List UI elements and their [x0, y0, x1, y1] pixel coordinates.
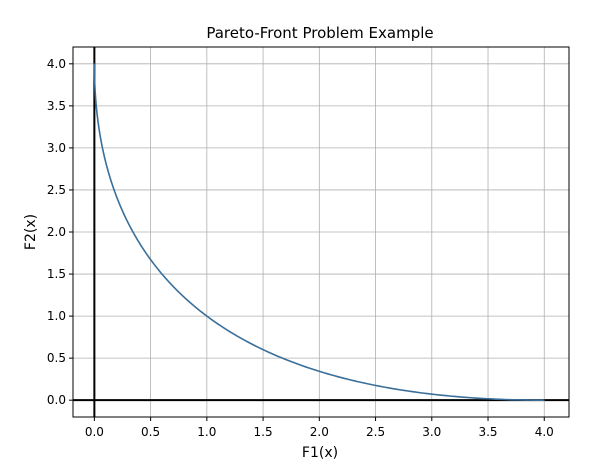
data-point — [206, 315, 208, 317]
data-point — [148, 257, 151, 259]
data-point — [98, 127, 100, 129]
data-point — [499, 398, 501, 400]
data-point — [134, 234, 136, 236]
data-point — [184, 297, 187, 300]
data-point — [458, 396, 460, 398]
x-tick-label: 0.5 — [141, 425, 160, 439]
data-point — [283, 358, 286, 360]
y-tick-label: 2.0 — [47, 225, 66, 239]
grid-lines — [73, 47, 569, 417]
y-tick-label: 0.0 — [47, 393, 66, 407]
data-point — [93, 63, 95, 65]
data-point — [121, 210, 124, 212]
y-tick-label: 0.5 — [47, 351, 66, 365]
y-tick-label: 4.0 — [47, 57, 66, 71]
reference-lines — [73, 47, 569, 417]
data-point — [346, 378, 349, 380]
x-tick-label: 1.0 — [197, 425, 216, 439]
y-axis-ticks: 0.0 0.5 1.0 1.5 2.0 2.5 3.0 3.5 4.0 — [47, 57, 73, 407]
x-axis-ticks: 0.0 0.5 1.0 1.5 2.0 2.5 3.0 3.5 4.0 — [85, 417, 554, 439]
x-tick-label: 3.5 — [478, 425, 497, 439]
x-axis-label: F1(x) — [302, 445, 338, 461]
y-tick-label: 3.5 — [47, 99, 66, 113]
series-layer — [93, 63, 545, 401]
x-tick-label: 0.0 — [85, 425, 104, 439]
y-tick-label: 1.0 — [47, 309, 66, 323]
data-point — [165, 278, 167, 280]
y-tick-label: 1.5 — [47, 267, 66, 281]
y-tick-label: 2.5 — [47, 183, 66, 197]
data-point — [255, 345, 257, 347]
data-point — [94, 96, 97, 98]
data-point — [381, 386, 383, 388]
x-tick-label: 4.0 — [535, 425, 554, 439]
x-tick-label: 3.0 — [422, 425, 441, 439]
x-tick-label: 2.5 — [366, 425, 385, 439]
data-point — [418, 392, 421, 394]
data-point — [111, 184, 113, 186]
data-point — [543, 399, 545, 401]
y-tick-label: 3.0 — [47, 141, 66, 155]
x-tick-label: 2.0 — [310, 425, 329, 439]
x-tick-label: 1.5 — [254, 425, 273, 439]
chart-title: Pareto-Front Problem Example — [206, 24, 433, 42]
data-point — [229, 331, 232, 333]
y-axis-label: F2(x) — [23, 214, 39, 250]
data-point — [103, 156, 106, 158]
data-point — [314, 369, 316, 371]
